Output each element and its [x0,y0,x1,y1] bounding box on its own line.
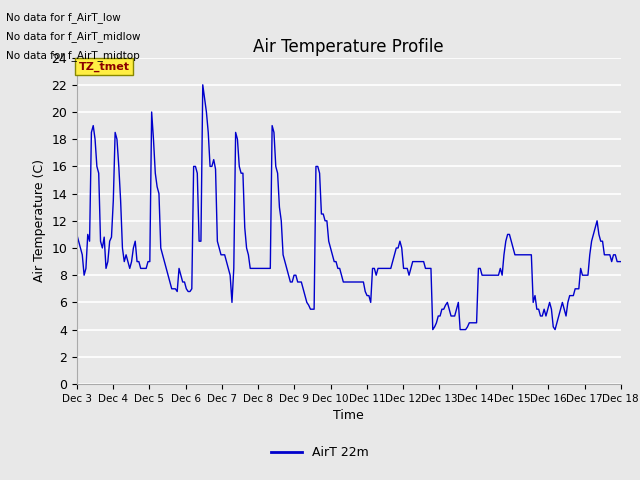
Text: No data for f_AirT_midlow: No data for f_AirT_midlow [6,31,141,42]
Text: TZ_tmet: TZ_tmet [79,62,130,72]
X-axis label: Time: Time [333,409,364,422]
Y-axis label: Air Temperature (C): Air Temperature (C) [33,159,45,282]
Legend: AirT 22m: AirT 22m [266,441,374,464]
Text: No data for f_AirT_midtop: No data for f_AirT_midtop [6,50,140,61]
Title: Air Temperature Profile: Air Temperature Profile [253,38,444,56]
Text: No data for f_AirT_low: No data for f_AirT_low [6,12,121,23]
